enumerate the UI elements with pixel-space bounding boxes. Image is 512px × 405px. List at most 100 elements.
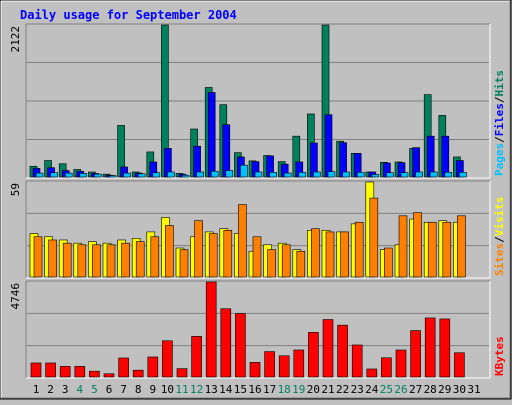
x-tick-label: 13 <box>205 383 218 396</box>
x-tick-label: 16 <box>248 383 261 396</box>
bar-pages-day-25 <box>386 172 394 178</box>
x-tick-label: 23 <box>351 383 364 396</box>
bar-kbytes-day-3 <box>59 366 71 378</box>
bar-pages-day-10 <box>167 171 175 178</box>
bar-sites-day-22 <box>340 231 349 278</box>
bar-pages-day-29 <box>444 172 453 178</box>
bar-pages-day-26 <box>400 172 409 178</box>
bar-sites-day-28 <box>427 221 437 278</box>
x-tick-label: 15 <box>234 383 247 396</box>
bar-sites-day-14 <box>223 230 233 278</box>
chart-title: Daily usage for September 2004 <box>20 8 237 22</box>
bar-kbytes-day-8 <box>132 369 144 378</box>
bar-pages-day-20 <box>313 171 321 178</box>
bar-kbytes-day-20 <box>308 332 319 378</box>
legend-separator: / <box>493 236 506 243</box>
x-tick-label: 29 <box>438 383 451 396</box>
bar-files-day-21 <box>324 114 333 178</box>
bar-files-day-14 <box>222 124 231 178</box>
bar-kbytes-day-26 <box>395 349 407 378</box>
x-tick-label: 30 <box>453 383 466 396</box>
bar-kbytes-day-14 <box>220 308 232 378</box>
x-tick-label: 8 <box>135 383 142 396</box>
bar-pages-day-28 <box>429 171 438 178</box>
legend-item: KBytes <box>493 336 506 376</box>
bar-kbytes-day-6 <box>103 373 115 378</box>
x-tick-label: 31 <box>467 383 480 396</box>
legend-middle: Sites/Visits <box>493 197 506 277</box>
bar-kbytes-day-13 <box>205 281 217 378</box>
y-max-label: 59 <box>9 183 22 196</box>
bar-sites-day-18 <box>281 244 291 278</box>
bar-pages-day-5 <box>94 173 102 178</box>
x-tick-label: 20 <box>307 383 320 396</box>
bar-sites-day-26 <box>398 215 408 278</box>
chart-panels: 2122Pages/Files/Hits59Sites/Visits4746KB… <box>9 23 506 379</box>
bar-kbytes-day-21 <box>322 319 334 378</box>
bar-sites-day-15 <box>238 204 247 278</box>
bar-sites-day-7 <box>121 242 130 278</box>
bar-pages-day-23 <box>356 172 365 178</box>
x-tick-label: 27 <box>409 383 422 396</box>
bar-kbytes-day-10 <box>162 340 173 378</box>
y-max-label: 4746 <box>9 283 22 310</box>
bar-sites-day-23 <box>354 221 364 278</box>
bar-pages-day-18 <box>283 172 292 178</box>
bar-pages-day-8 <box>137 173 146 178</box>
bar-kbytes-day-17 <box>264 351 275 378</box>
bar-kbytes-day-11 <box>176 368 188 378</box>
bar-sites-day-13 <box>208 233 218 278</box>
bar-kbytes-day-29 <box>439 318 451 378</box>
bar-kbytes-day-24 <box>366 368 378 378</box>
bar-kbytes-day-4 <box>74 366 86 378</box>
bar-kbytes-day-27 <box>410 330 421 378</box>
legend-item: Visits <box>493 197 506 237</box>
bar-sites-day-2 <box>48 239 57 278</box>
bar-kbytes-day-15 <box>235 313 246 378</box>
x-axis-labels: 1 2 3 4 5 6 7 8 9 10 11 12 13 14 15 16 17 18 19 20 21 22 23 24 2… <box>33 383 481 396</box>
bar-kbytes-day-12 <box>191 336 202 378</box>
bar-kbytes-day-23 <box>351 344 363 378</box>
bar-kbytes-day-7 <box>118 357 129 378</box>
x-tick-label: 5 <box>91 383 98 396</box>
panel-middle: 59 Sites/Visits <box>9 180 506 279</box>
bar-pages-day-15 <box>240 164 248 178</box>
bar-pages-day-21 <box>327 171 336 178</box>
y-max-label: 2122 <box>9 26 22 53</box>
bar-sites-day-10 <box>165 225 174 278</box>
legend-separator: / <box>493 136 506 143</box>
bar-pages-day-17 <box>269 172 277 178</box>
x-tick-label: 11 <box>175 383 188 396</box>
bar-sites-day-17 <box>267 249 276 278</box>
x-tick-label: 28 <box>424 383 437 396</box>
legend-separator: / <box>493 96 506 103</box>
bar-kbytes-day-18 <box>278 355 290 378</box>
bar-sites-day-19 <box>296 250 306 278</box>
x-tick-label: 7 <box>120 383 127 396</box>
bar-sites-day-3 <box>62 242 72 278</box>
x-tick-label: 19 <box>292 383 305 396</box>
x-tick-label: 24 <box>365 383 379 396</box>
bar-pages-day-24 <box>371 174 380 178</box>
bar-sites-day-21 <box>325 231 335 278</box>
legend-item: Sites <box>493 243 506 276</box>
x-tick-label: 22 <box>336 383 349 396</box>
x-tick-label: 9 <box>149 383 156 396</box>
x-tick-label: 12 <box>190 383 203 396</box>
bar-kbytes-day-5 <box>89 370 100 378</box>
bar-pages-day-1 <box>35 172 44 178</box>
bar-kbytes-day-1 <box>30 362 42 378</box>
bar-sites-day-12 <box>194 220 203 278</box>
x-tick-label: 10 <box>161 383 174 396</box>
x-tick-label: 26 <box>394 383 407 396</box>
bar-kbytes-day-16 <box>249 362 261 378</box>
bar-sites-day-9 <box>150 236 160 278</box>
bar-pages-day-3 <box>64 172 73 178</box>
x-tick-label: 18 <box>278 383 291 396</box>
x-tick-label: 3 <box>62 383 69 396</box>
bar-pages-day-7 <box>123 172 131 178</box>
bar-files-day-13 <box>207 92 216 178</box>
bar-kbytes-day-19 <box>293 349 305 378</box>
